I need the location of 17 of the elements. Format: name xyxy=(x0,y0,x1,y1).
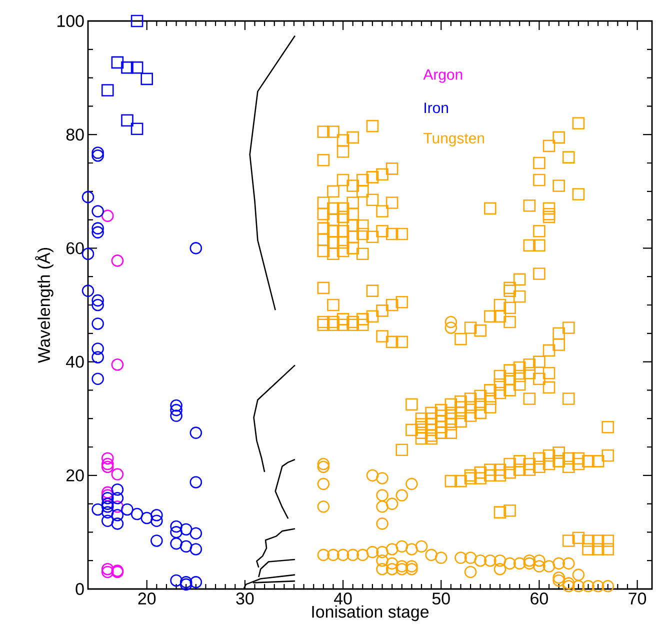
text: Iron xyxy=(424,102,448,114)
x-tick-label: 50 xyxy=(432,592,450,605)
y-tick-label: 80 xyxy=(66,128,84,141)
x-axis-title: Ionisation stage xyxy=(312,605,429,622)
x-tick-label: 70 xyxy=(628,592,646,605)
x-tick-label: 40 xyxy=(334,592,352,605)
text: Argon xyxy=(423,69,462,83)
x-tick-label: 20 xyxy=(138,592,156,605)
y-tick-label: 40 xyxy=(66,356,84,368)
y-axis-title: Wavelength (Å) xyxy=(35,248,54,363)
y-tick-label: 0 xyxy=(76,583,84,595)
y-tick-label: 60 xyxy=(66,242,84,254)
y-tick-label: 20 xyxy=(66,469,84,482)
y-tick-label: 100 xyxy=(58,14,84,27)
x-tick-label: 60 xyxy=(530,592,548,605)
x-tick-label: 30 xyxy=(236,592,254,605)
text: Tungsten xyxy=(424,133,484,146)
